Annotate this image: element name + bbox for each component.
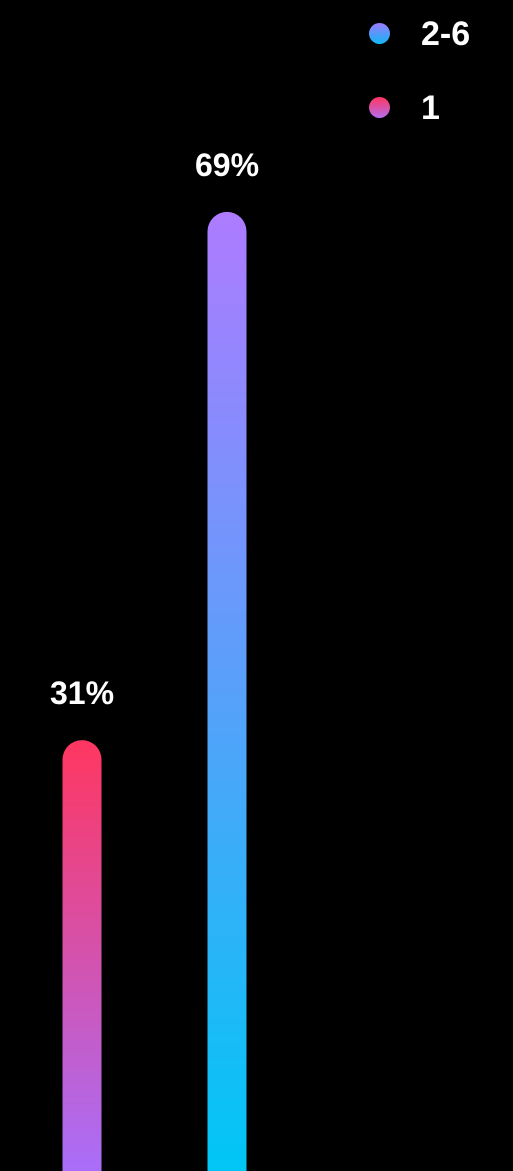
value-label-1: 31% <box>50 675 114 711</box>
legend-swatch-1 <box>369 97 390 118</box>
legend-swatch-2-6 <box>369 23 390 44</box>
legend-item-2-6: 2-6 <box>366 14 506 54</box>
value-labels-group: 31% 69% <box>50 147 259 711</box>
legend-label-1: 1 <box>421 89 440 127</box>
legend: 2-6 1 <box>366 14 506 162</box>
value-label-2-6: 69% <box>195 147 259 183</box>
bar-2-6 <box>207 211 247 1171</box>
legend-item-1: 1 <box>366 88 506 128</box>
bar-1 <box>62 740 102 1171</box>
bars-group <box>62 211 247 1171</box>
legend-label-2-6: 2-6 <box>421 15 471 53</box>
